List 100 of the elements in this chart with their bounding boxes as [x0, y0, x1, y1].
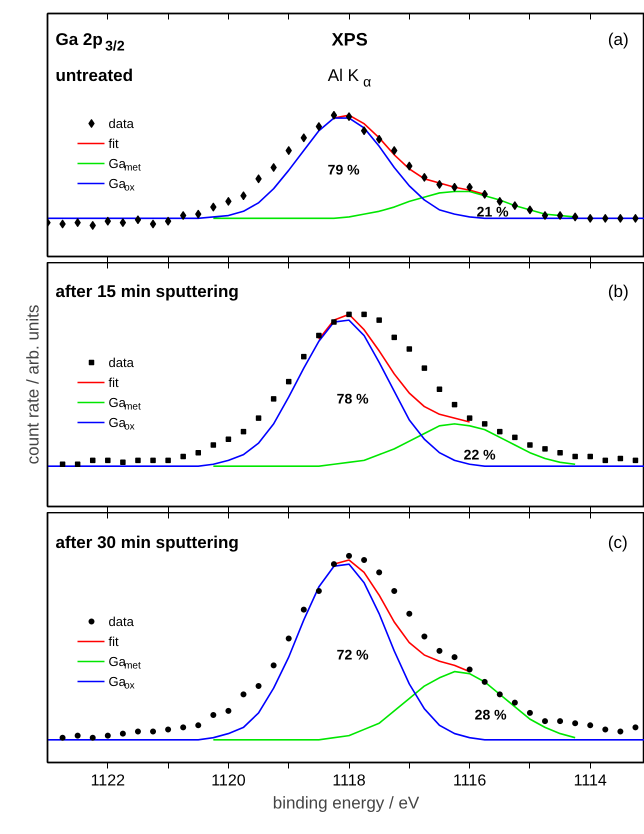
- point: [572, 720, 578, 726]
- point: [331, 319, 337, 325]
- point: [330, 110, 338, 120]
- point: [436, 180, 443, 189]
- text: (c): [608, 533, 628, 552]
- point: [542, 211, 548, 220]
- x-tick-label: 1122: [90, 772, 126, 790]
- point: [421, 633, 428, 640]
- x-tick-label: 1118: [332, 772, 366, 790]
- point: [406, 346, 412, 352]
- point: [300, 606, 307, 613]
- point: [632, 724, 638, 730]
- point: [226, 436, 232, 442]
- point: [346, 312, 352, 318]
- point: [134, 215, 142, 224]
- point: [556, 211, 564, 220]
- point: [240, 428, 246, 434]
- point: [526, 710, 533, 716]
- point: [210, 442, 216, 448]
- point: [360, 126, 368, 136]
- annotation: 78 %: [336, 390, 370, 406]
- annotation: 79 %: [328, 162, 360, 178]
- legend-label: data: [108, 355, 135, 370]
- point: [572, 212, 578, 222]
- point: [270, 396, 276, 402]
- point: [391, 588, 398, 594]
- point: [436, 648, 442, 654]
- point: [617, 214, 624, 223]
- point: [105, 458, 111, 464]
- point: [542, 718, 548, 724]
- chart-title: after 15 min sputtering: [56, 282, 239, 301]
- point: [256, 415, 262, 421]
- chart-subtitle: untreated: [56, 66, 133, 85]
- text: (b): [608, 282, 629, 301]
- point: [346, 552, 352, 559]
- point: [452, 654, 458, 660]
- point: [542, 446, 548, 452]
- point: [316, 332, 322, 338]
- legend-label: data: [108, 116, 135, 131]
- point: [120, 218, 126, 228]
- point: [240, 691, 246, 698]
- point: [496, 691, 503, 698]
- point: [225, 708, 232, 714]
- point: [587, 722, 594, 728]
- point: [270, 662, 277, 668]
- chart-title: after 30 min sputtering: [56, 533, 239, 552]
- point: [421, 172, 428, 182]
- point: [316, 122, 322, 132]
- point: [618, 456, 624, 462]
- point: [316, 588, 322, 594]
- legend-label: fit: [108, 375, 119, 390]
- point: [135, 458, 141, 464]
- point: [632, 214, 639, 223]
- point: [361, 557, 368, 564]
- point: [587, 454, 593, 460]
- point: [466, 182, 473, 192]
- point: [210, 712, 216, 718]
- point: [422, 365, 428, 371]
- point: [632, 458, 638, 464]
- point: [436, 386, 442, 392]
- point: [512, 201, 518, 210]
- point: [557, 718, 564, 724]
- point: [286, 636, 292, 642]
- point: [346, 112, 352, 122]
- point: [255, 174, 262, 184]
- point: [376, 569, 382, 576]
- point: [165, 458, 171, 464]
- point: [195, 722, 202, 728]
- x-tick-label: 1116: [453, 772, 486, 790]
- x-axis-title: binding energy / eV: [272, 794, 420, 812]
- point: [572, 454, 578, 460]
- point: [330, 561, 337, 568]
- point: [74, 461, 80, 467]
- legend-label: data: [108, 614, 135, 629]
- x-tick-label: 1120: [211, 772, 246, 790]
- annotation: 72 %: [336, 646, 370, 662]
- point: [617, 728, 624, 735]
- point: [150, 220, 156, 229]
- point: [497, 428, 503, 434]
- y-axis-title: count rate / arb. units: [24, 304, 42, 464]
- point: [150, 728, 156, 735]
- point: [482, 421, 488, 427]
- annotation: 22 %: [464, 446, 496, 462]
- point: [60, 461, 66, 467]
- point: [150, 458, 156, 464]
- point: [240, 191, 247, 200]
- point: [120, 730, 126, 737]
- point: [376, 317, 382, 323]
- point: [557, 450, 563, 456]
- point: [134, 728, 141, 735]
- point: [90, 458, 96, 464]
- point: [225, 196, 232, 206]
- point: [270, 162, 277, 172]
- point: [60, 734, 66, 741]
- point: [74, 218, 81, 228]
- legend-label: fit: [108, 136, 119, 151]
- point: [286, 378, 292, 384]
- legend-label: fit: [108, 634, 119, 649]
- point: [180, 454, 186, 460]
- point: [482, 678, 488, 685]
